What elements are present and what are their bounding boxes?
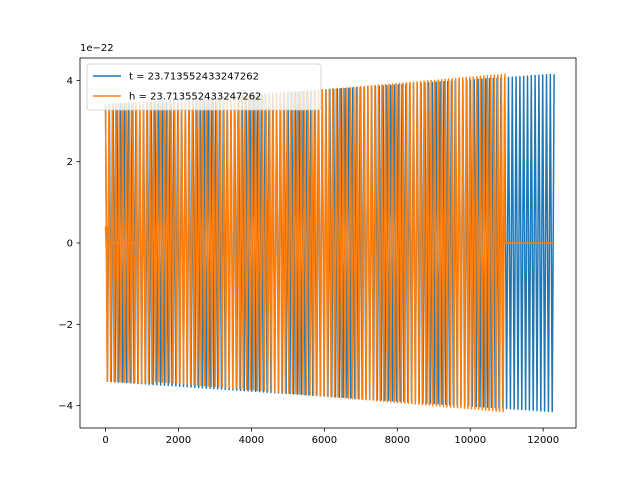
y-tick-label: −2 <box>58 320 73 331</box>
legend-box <box>86 63 322 111</box>
legend-label-1: h = 23.713552433247262 <box>129 92 261 103</box>
legend-label-0: t = 23.713552433247262 <box>129 72 259 83</box>
x-tick-label: 12000 <box>527 435 559 446</box>
x-tick-label: 0 <box>102 435 108 446</box>
x-tick-label: 10000 <box>454 435 486 446</box>
y-tick-label: −4 <box>58 401 73 412</box>
series-line-1 <box>104 73 555 413</box>
x-tick-label: 2000 <box>166 435 191 446</box>
y-tick-label: 4 <box>67 76 73 87</box>
y-scale-label: 1e−22 <box>80 43 114 54</box>
legend: t = 23.713552433247262 h = 23.71355243324… <box>86 63 322 111</box>
x-tick-label: 6000 <box>312 435 337 446</box>
y-tick-label: 0 <box>67 239 73 250</box>
x-tick-label: 4000 <box>239 435 264 446</box>
x-tick-label: 8000 <box>385 435 410 446</box>
y-tick-label: 2 <box>67 157 73 168</box>
y-axis: −4 −2 0 2 4 <box>58 76 80 412</box>
x-axis: 0 2000 4000 6000 8000 10000 12000 <box>102 428 559 446</box>
